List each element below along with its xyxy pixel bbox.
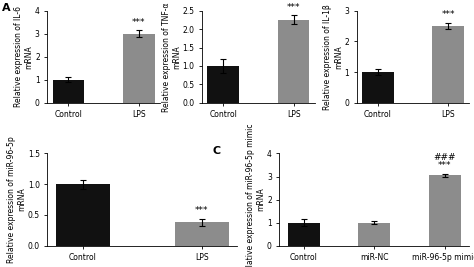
Text: ###: ### xyxy=(434,152,456,162)
Bar xyxy=(207,66,239,103)
Bar xyxy=(56,184,109,246)
Bar xyxy=(175,222,228,246)
Bar xyxy=(429,175,461,246)
Text: C: C xyxy=(213,146,221,156)
Text: ***: *** xyxy=(441,10,455,19)
Y-axis label: Relative expression of miR-96-5p
mRNA: Relative expression of miR-96-5p mRNA xyxy=(7,136,26,263)
Bar xyxy=(53,80,84,103)
Text: ***: *** xyxy=(195,206,209,215)
Y-axis label: Relative expression of IL-6
mRNA: Relative expression of IL-6 mRNA xyxy=(14,6,34,107)
Text: A: A xyxy=(2,3,11,13)
Text: ***: *** xyxy=(132,18,146,27)
Bar xyxy=(358,223,390,246)
Bar xyxy=(278,20,310,103)
Text: ***: *** xyxy=(287,3,301,12)
Y-axis label: Relative expression of miR-96-5p mimic
mRNA: Relative expression of miR-96-5p mimic m… xyxy=(246,123,265,267)
Bar xyxy=(362,72,393,103)
Text: ***: *** xyxy=(438,161,452,170)
Bar xyxy=(123,34,155,103)
Y-axis label: Relative expression of TNF-α
mRNA: Relative expression of TNF-α mRNA xyxy=(162,2,181,112)
Y-axis label: Relative expression of IL-1β
mRNA: Relative expression of IL-1β mRNA xyxy=(323,4,343,110)
Bar xyxy=(432,26,464,103)
Bar xyxy=(288,223,320,246)
